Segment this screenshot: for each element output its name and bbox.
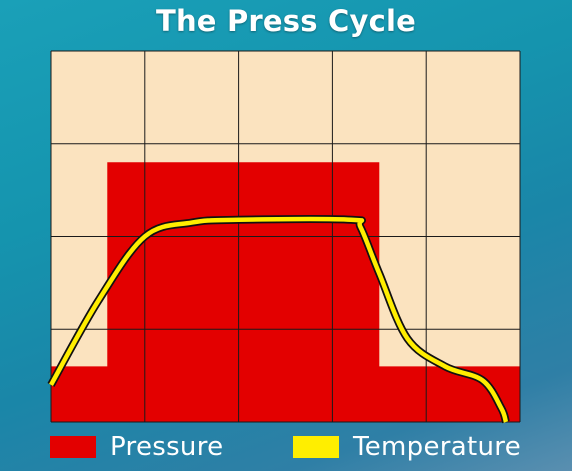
- legend-label-pressure: Pressure: [110, 432, 224, 462]
- legend-swatch-pressure: [50, 436, 96, 458]
- legend-swatch-temperature: [293, 436, 339, 458]
- chart-title: The Press Cycle: [155, 4, 417, 38]
- legend-label-temperature: Temperature: [353, 432, 521, 462]
- temperature-series: [47, 215, 510, 424]
- legend-item-pressure: Pressure: [50, 432, 224, 462]
- legend-item-temperature: Temperature: [293, 432, 521, 462]
- grid: [50, 50, 521, 423]
- temperature-line: [49, 216, 509, 423]
